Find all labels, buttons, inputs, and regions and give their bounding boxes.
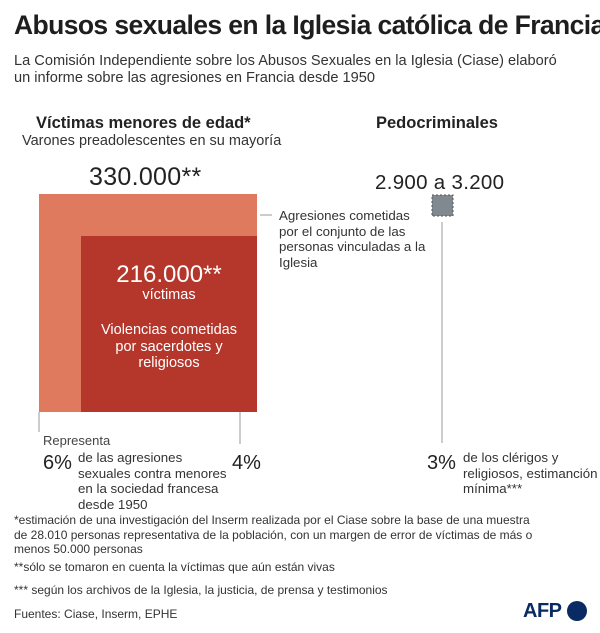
offenders-square-mark bbox=[431, 194, 454, 217]
footnote-estimation: *estimación de una investigación del Ins… bbox=[14, 513, 533, 556]
afp-logo-icon bbox=[567, 601, 587, 621]
offenders-share-text: de los clérigos y religiosos, estimanció… bbox=[463, 450, 598, 496]
outer-share-value: 6% bbox=[43, 452, 72, 474]
offenders-value: 2.900 a 3.200 bbox=[375, 171, 505, 194]
victims-subheading: Varones preadolescentes en su mayoría bbox=[22, 133, 282, 149]
afp-logo-text: AFP bbox=[523, 600, 562, 622]
footnote-living-victims: **sólo se tomaron en cuenta la víctimas … bbox=[14, 560, 335, 574]
page-title: Abusos sexuales en la Iglesia católica d… bbox=[14, 10, 600, 40]
victims-heading: Víctimas menores de edad* bbox=[36, 114, 251, 132]
inner-square-value: 216.000** bbox=[116, 261, 222, 288]
inner-square-mark bbox=[81, 236, 257, 412]
offenders-heading: Pedocriminales bbox=[376, 114, 498, 132]
outer-share-prefix: Representa bbox=[43, 433, 111, 448]
footnote-archives: *** según los archivos de la Iglesia, la… bbox=[14, 583, 388, 597]
inner-share-value: 4% bbox=[232, 452, 261, 474]
outer-square-value: 330.000** bbox=[89, 163, 202, 191]
inner-square-description: Violencias cometidas por sacerdotes y re… bbox=[101, 322, 237, 371]
offenders-share-value: 3% bbox=[427, 452, 456, 474]
outer-square-description: Agresiones cometidas por el conjunto de … bbox=[279, 208, 426, 270]
outer-share-text: de las agresiones sexuales contra menore… bbox=[78, 450, 227, 512]
page-subtitle: La Comisión Independiente sobre los Abus… bbox=[14, 53, 557, 86]
inner-square-unit: víctimas bbox=[142, 287, 196, 303]
sources: Fuentes: Ciase, Inserm, EPHE bbox=[14, 607, 178, 621]
